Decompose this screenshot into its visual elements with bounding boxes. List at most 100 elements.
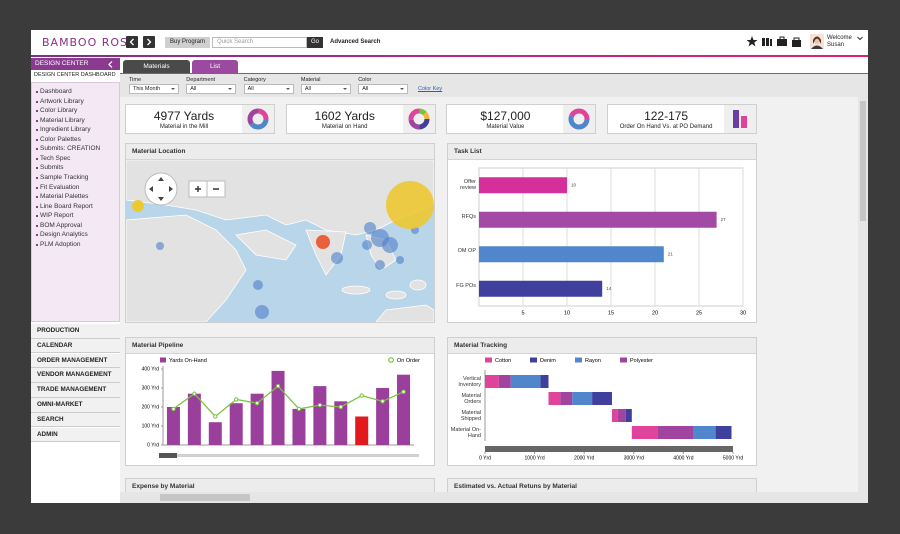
nav-link[interactable]: Artwork Library [36,97,84,105]
filter-select[interactable]: All [300,84,351,94]
module-link[interactable]: OMNI-MARKET [31,398,120,413]
icon-segment [247,108,269,130]
nav-link[interactable]: WIP Report [35,212,74,220]
nav-link[interactable]: Color Library [35,107,78,115]
panel-title: Material Pipeline [126,338,434,354]
nav-link[interactable]: Tech Spec [35,154,71,162]
panel-title: Task List [448,144,756,160]
color-key-link[interactable]: Color Key [418,86,443,92]
kpi-icon [242,105,274,133]
kpi-label: Material on Hand [321,124,368,130]
nav-link[interactable]: Material Palettes [35,193,89,201]
filter-select[interactable]: All [243,84,294,94]
bar [355,416,369,445]
nav-link[interactable]: Sample Tracking [35,174,89,182]
line-point [171,406,176,412]
line-point [401,389,406,394]
icon-segment [408,108,430,130]
user-menu-caret[interactable] [857,36,863,41]
bar [479,280,603,297]
scroll-thumb[interactable] [160,494,250,501]
logo[interactable]: BAMBOO ROSE [42,36,136,49]
user-name[interactable]: Susan [827,42,845,48]
tracking-panel: Material Tracking Cotton Denim Rayon Polyes… [447,337,757,466]
section-header[interactable]: DESIGN CENTER [31,58,120,70]
legend-label: Cotton [495,358,511,364]
bar-segment [498,375,511,388]
go-button[interactable]: Go [307,37,323,48]
bar [166,407,180,445]
nav-link[interactable]: Fit Evaluation [35,183,80,191]
nav-link[interactable]: BOM Approval [36,221,82,229]
y-tick-label: 300 Yrd [142,385,160,391]
nav-link[interactable]: Dashboard [36,88,72,95]
slider-thumb[interactable] [159,453,177,458]
search-input[interactable]: Quick Search [212,37,307,48]
kpi-icon [563,105,596,133]
filter-select[interactable]: This Month [129,84,179,94]
module-link[interactable]: TRADE MANAGEMENT [31,383,120,398]
pipeline-panel: Material Pipeline Yards On-Hand On Order 0… [125,337,435,466]
scroll-thumb[interactable] [860,101,866,221]
kpi-label: Material Value [486,124,525,130]
filter-label: Category [243,77,266,83]
bar-segment [693,426,716,439]
kpi-card: 4977 Yards Material in the Mill [125,104,275,134]
advanced-search-link[interactable]: Advanced Search [330,39,381,45]
category-label: OM OP [457,248,476,255]
icon-bar [741,116,748,128]
bar-segment [485,375,499,388]
kpi-value: 122-175 [644,109,689,123]
kpi-value: $127,000 [480,109,531,123]
kpi-value: 1602 Yards [314,109,375,123]
bar [208,422,222,445]
vertical-scrollbar[interactable] [858,97,868,492]
nav-link[interactable]: PLM Adoption [35,240,81,248]
tab-active[interactable]: List [192,60,238,73]
nav-link[interactable]: Color Palettes [36,135,81,143]
filter-select[interactable]: All [358,84,409,94]
bar-segment [611,409,618,422]
bar [250,393,264,445]
nav-link[interactable]: Line Board Report [36,202,93,210]
header-divider [31,55,868,57]
module-link[interactable]: VENDOR MANAGEMENT [31,368,120,383]
kpi-icon [402,105,435,133]
x-tick-label: 1000 Yrd [524,455,544,461]
nav-link[interactable]: Design Analytics [36,231,88,239]
nav-link[interactable]: Material Library [36,116,85,124]
collapse-icon[interactable] [108,61,114,68]
panel-title: Estimated vs. Actual Retuns by Material [448,479,756,493]
module-link[interactable]: CALENDAR [31,338,120,354]
nav-link[interactable]: Submits: CREATION [35,145,101,153]
chart: Yards On-Hand On Order 0 Yrd 100 Yrd 200 Yrd… [142,357,420,458]
module-link[interactable]: ADMIN [31,427,120,443]
icon-segment [568,108,590,130]
nav-link[interactable]: Submits [35,164,64,172]
line-point [213,414,218,419]
filter-select[interactable]: All [186,84,237,94]
category-label: Material On-Hand [450,426,481,439]
x-tick-label: 30 [740,310,746,316]
map[interactable] [126,160,434,322]
filter-label: Department [186,77,216,83]
module-link[interactable]: SEARCH [31,412,120,428]
legend-swatch [530,357,537,363]
module-link[interactable]: PRODUCTION [31,324,120,339]
module-link[interactable]: ORDER MANAGEMENT [31,353,120,369]
horizontal-scrollbar[interactable] [120,492,868,503]
tab[interactable]: Materials [123,60,190,73]
line-point [338,404,343,410]
program-button[interactable]: Buy Program [165,37,210,48]
category-label: FG POs [456,282,476,289]
line [173,385,404,418]
line-point [234,397,239,402]
task-list-panel: Task List 5 10 15 20 25 30 10 27 21 14 Offer revi… [447,143,757,323]
nav-arrows[interactable] [126,36,156,49]
kpi-label: Order On Hand Vs. at PO Demand [619,124,713,130]
bar [313,386,327,445]
user-avatar[interactable] [810,34,824,49]
header-icons[interactable] [747,36,803,48]
nav-link[interactable]: Ingredient Library [36,126,91,134]
range-bar [485,446,733,452]
